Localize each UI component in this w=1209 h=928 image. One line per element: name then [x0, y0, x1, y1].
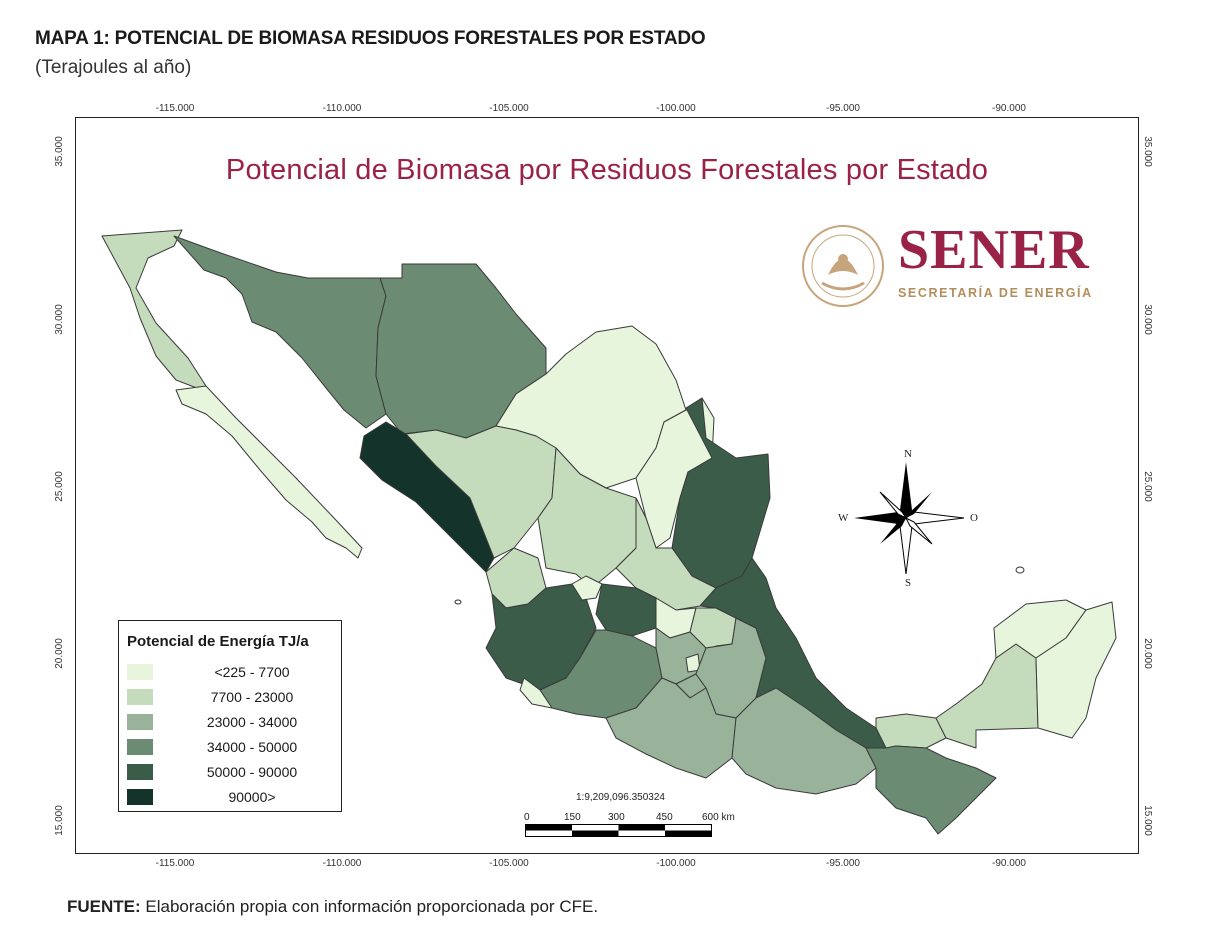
scale-label: 450 [656, 812, 673, 823]
lat-tick-label: 15.000 [1141, 805, 1153, 836]
legend-item: 50000 - 90000 [127, 764, 337, 782]
legend-item: 34000 - 50000 [127, 739, 337, 757]
map-title: Potencial de Biomasa por Residuos Forest… [225, 154, 989, 186]
legend-label: <225 - 7700 [214, 664, 290, 680]
compass-w-label: W [838, 512, 849, 524]
lat-tick-label: 25.000 [1141, 471, 1153, 502]
lat-tick-label: 30.000 [53, 304, 65, 335]
legend-item: 23000 - 34000 [127, 714, 337, 732]
mexico-map [101, 229, 1117, 835]
lon-tick-label: -110.000 [322, 858, 362, 869]
sener-logo-subtitle: SECRETARÍA DE ENERGÍA [898, 286, 1093, 300]
map-frame: Potencial de Biomasa por Residuos Forest… [75, 117, 1139, 854]
lat-tick-label: 15.000 [53, 805, 65, 836]
state-sonora [173, 235, 387, 429]
map-legend: Potencial de Energía TJ/a <225 - 7700 77… [118, 620, 342, 812]
legend-item: <225 - 7700 [127, 664, 337, 682]
lon-tick-label: -95.000 [826, 858, 860, 869]
scale-label: 300 [608, 812, 625, 823]
legend-label: 50000 - 90000 [206, 764, 298, 780]
source-text: Elaboración propia con información propo… [140, 897, 599, 916]
legend-item: 7700 - 23000 [127, 689, 337, 707]
scale-ratio: 1:9,209,096.350324 [576, 792, 665, 803]
compass-rose-icon [854, 462, 965, 575]
lon-tick-label: -100.000 [656, 103, 696, 114]
state-baja-california-sur [175, 385, 363, 559]
state-colima [519, 677, 553, 709]
legend-swatch [127, 714, 153, 730]
lon-tick-label: -95.000 [826, 103, 860, 114]
lon-tick-label: -105.000 [489, 103, 529, 114]
page-subtitle: (Terajoules al año) [35, 57, 192, 78]
state-guerrero [605, 677, 737, 779]
legend-swatch [127, 739, 153, 755]
page-title: MAPA 1: POTENCIAL DE BIOMASA RESIDUOS FO… [35, 28, 706, 49]
scale-label: 600 km [702, 812, 735, 823]
lat-tick-label: 35.000 [1141, 136, 1153, 167]
island [1015, 566, 1025, 574]
legend-swatch [127, 664, 153, 680]
state-baja-california [101, 229, 207, 391]
lat-tick-label: 20.000 [1141, 638, 1153, 669]
compass-s-label: S [905, 577, 912, 589]
legend-label: 7700 - 23000 [210, 689, 294, 705]
legend-label: 34000 - 50000 [206, 739, 298, 755]
lat-tick-label: 25.000 [53, 471, 65, 502]
lon-tick-label: -110.000 [322, 103, 362, 114]
lon-tick-label: -100.000 [656, 858, 696, 869]
lat-tick-label: 30.000 [1141, 304, 1153, 335]
lon-tick-label: -115.000 [155, 858, 195, 869]
legend-swatch [127, 764, 153, 780]
scale-label: 0 [524, 812, 530, 823]
island [454, 599, 462, 605]
legend-title: Potencial de Energía TJ/a [127, 633, 309, 650]
source-note: FUENTE: Elaboración propia con informaci… [67, 897, 598, 917]
legend-swatch [127, 689, 153, 705]
scale-bar [525, 824, 712, 837]
seal-icon [802, 225, 884, 307]
scale-label: 150 [564, 812, 581, 823]
compass-e-label: O [970, 512, 978, 524]
state-tabasco [875, 713, 947, 749]
state-chiapas [865, 745, 997, 835]
lat-tick-label: 20.000 [53, 638, 65, 669]
compass-n-label: N [904, 448, 912, 460]
legend-item: 90000> [127, 789, 337, 807]
legend-swatch [127, 789, 153, 805]
lon-tick-label: -90.000 [992, 858, 1026, 869]
state-quintana-roo [1035, 601, 1117, 739]
lon-tick-label: -90.000 [992, 103, 1026, 114]
legend-label: 23000 - 34000 [206, 714, 298, 730]
state-guanajuato [595, 583, 657, 637]
lon-tick-label: -105.000 [489, 858, 529, 869]
legend-label: 90000> [228, 789, 276, 805]
sener-logo-text: SENER [898, 219, 1090, 281]
lon-tick-label: -115.000 [155, 103, 195, 114]
lat-tick-label: 35.000 [53, 136, 65, 167]
state-campeche [935, 643, 1039, 749]
source-label: FUENTE: [67, 897, 141, 916]
state-aguascalientes [571, 575, 603, 601]
